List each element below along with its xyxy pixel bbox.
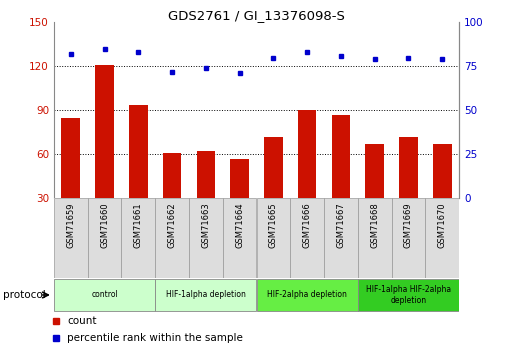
Bar [223,198,256,278]
Text: GSM71659: GSM71659 [66,202,75,248]
Bar [54,198,88,278]
Text: GSM71666: GSM71666 [303,202,312,248]
Bar [399,137,418,198]
Bar [196,151,215,198]
Bar [256,279,358,311]
Bar [324,198,358,278]
Text: GDS2761 / GI_13376098-S: GDS2761 / GI_13376098-S [168,9,345,22]
Bar [358,198,391,278]
Bar [155,279,256,311]
Bar [290,198,324,278]
Text: percentile rank within the sample: percentile rank within the sample [67,333,243,343]
Bar [129,105,148,198]
Bar [230,159,249,198]
Bar [163,153,182,198]
Text: HIF-1alpha depletion: HIF-1alpha depletion [166,290,246,299]
Bar [54,279,155,311]
Bar [88,198,122,278]
Text: GSM71668: GSM71668 [370,202,379,248]
Text: GSM71663: GSM71663 [201,202,210,248]
Bar [331,115,350,198]
Bar [155,198,189,278]
Bar [256,198,290,278]
Text: GSM71664: GSM71664 [235,202,244,248]
Bar [122,198,155,278]
Bar [365,144,384,198]
Text: GSM71670: GSM71670 [438,202,447,248]
Text: GSM71665: GSM71665 [269,202,278,248]
Text: count: count [67,316,97,326]
Bar [189,198,223,278]
Text: GSM71661: GSM71661 [134,202,143,248]
Text: GSM71669: GSM71669 [404,202,413,248]
Bar [433,144,451,198]
Text: GSM71667: GSM71667 [337,202,345,248]
Bar [298,110,317,198]
Text: protocol: protocol [3,290,45,300]
Text: GSM71662: GSM71662 [168,202,176,248]
Bar [95,65,114,198]
Text: control: control [91,290,118,299]
Text: HIF-1alpha HIF-2alpha
depletion: HIF-1alpha HIF-2alpha depletion [366,285,451,305]
Text: GSM71660: GSM71660 [100,202,109,248]
Text: HIF-2alpha depletion: HIF-2alpha depletion [267,290,347,299]
Bar [425,198,459,278]
Bar [62,118,80,198]
Bar [358,279,459,311]
Bar [391,198,425,278]
Bar [264,137,283,198]
